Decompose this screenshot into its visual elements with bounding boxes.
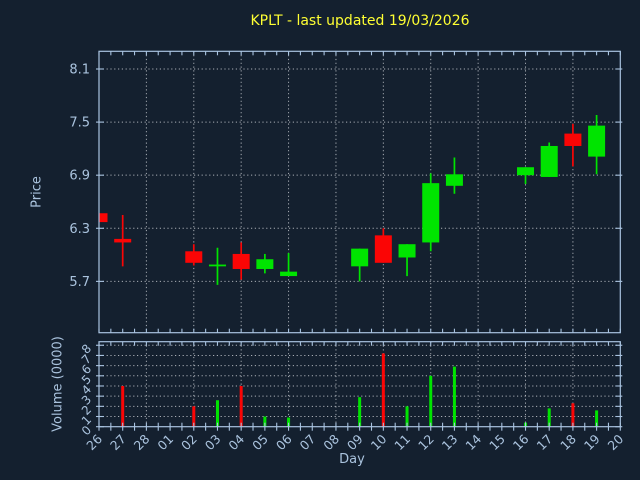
candle-03	[208, 247, 226, 285]
volume-bar-11	[405, 406, 409, 427]
day-tick-label: 17	[533, 431, 555, 453]
volume-bar-18	[571, 403, 575, 427]
candle-body	[517, 167, 535, 176]
candle-19	[588, 115, 606, 175]
candle-16	[517, 167, 535, 185]
candle-body	[208, 264, 226, 267]
volume-bar-04	[239, 385, 243, 427]
candle-body	[99, 213, 108, 223]
day-tick-label: 01	[154, 431, 176, 453]
candle-10	[374, 228, 392, 263]
price-tick-label: 6.3	[69, 222, 90, 237]
volume-bar-27	[121, 385, 125, 427]
candle-body	[185, 251, 203, 263]
tick-marks	[96, 51, 623, 431]
candle-body	[540, 145, 558, 177]
price-plot-frame	[98, 50, 621, 334]
day-tick-label: 08	[320, 431, 342, 453]
day-tick-label: 16	[510, 431, 532, 453]
volume-axis-label: Volume (0000)	[50, 336, 66, 432]
candle-02	[185, 244, 203, 266]
candle-13	[445, 157, 463, 194]
candle-06	[280, 253, 298, 277]
day-tick-label: 09	[344, 431, 366, 453]
candle-body	[445, 174, 463, 186]
candle-09	[351, 248, 369, 282]
day-tick-label: 06	[273, 431, 295, 453]
price-tick-label: 5.7	[69, 275, 90, 290]
day-tick-label: 04	[225, 431, 247, 453]
day-tick-label: 15	[486, 431, 508, 453]
day-tick-label: 05	[249, 431, 271, 453]
candle-11	[398, 244, 416, 277]
day-tick-label: 13	[439, 431, 461, 453]
candle-body	[588, 125, 606, 157]
price-axis-label: Price	[29, 176, 45, 208]
day-tick-label: 02	[178, 431, 200, 453]
day-tick-label: 11	[391, 431, 413, 453]
candle-body	[564, 133, 582, 146]
volume-bars	[121, 353, 599, 427]
candle-body	[351, 248, 369, 267]
candle-body	[280, 271, 298, 277]
day-tick-label: 10	[368, 431, 390, 453]
volume-bar-09	[358, 397, 362, 427]
candle-body	[232, 253, 250, 269]
volume-bar-17	[547, 408, 551, 427]
day-tick-label: 14	[462, 431, 484, 453]
volume-bar-06	[287, 417, 291, 427]
candles	[99, 115, 606, 285]
candle-04	[232, 242, 250, 280]
chart-title: KPLT - last updated 19/03/2026	[250, 13, 470, 29]
candle-18	[564, 123, 582, 167]
day-tick-label: 12	[415, 431, 437, 453]
candle-body	[114, 238, 132, 243]
volume-bar-05	[263, 416, 267, 427]
price-tick-label: 7.5	[69, 116, 90, 131]
volume-bar-10	[381, 353, 385, 427]
day-tick-label: 03	[202, 431, 224, 453]
day-tick-label: 20	[605, 431, 627, 453]
price-tick-label: 6.9	[69, 169, 90, 184]
candle-27	[114, 215, 132, 267]
candle-body	[422, 183, 440, 243]
volume-bar-03	[215, 400, 219, 427]
volume-bar-12	[429, 375, 433, 427]
volume-bar-02	[192, 406, 196, 427]
candle-17	[540, 142, 558, 177]
day-axis-label: Day	[339, 452, 365, 467]
candle-26	[99, 213, 108, 223]
volume-bar-13	[452, 366, 456, 427]
day-tick-label: 27	[107, 431, 129, 453]
volume-bar-19	[595, 410, 599, 427]
gridlines	[99, 51, 621, 427]
price-tick-label: 8.1	[69, 62, 90, 77]
candle-05	[256, 253, 274, 274]
candle-body	[256, 259, 274, 269]
candle-12	[422, 173, 440, 252]
day-tick-label: 28	[131, 431, 153, 453]
day-tick-label: 19	[581, 431, 603, 453]
day-tick-label: 07	[297, 431, 319, 453]
candle-body	[374, 235, 392, 263]
candle-body	[398, 244, 416, 258]
day-tick-label: 18	[557, 431, 579, 453]
